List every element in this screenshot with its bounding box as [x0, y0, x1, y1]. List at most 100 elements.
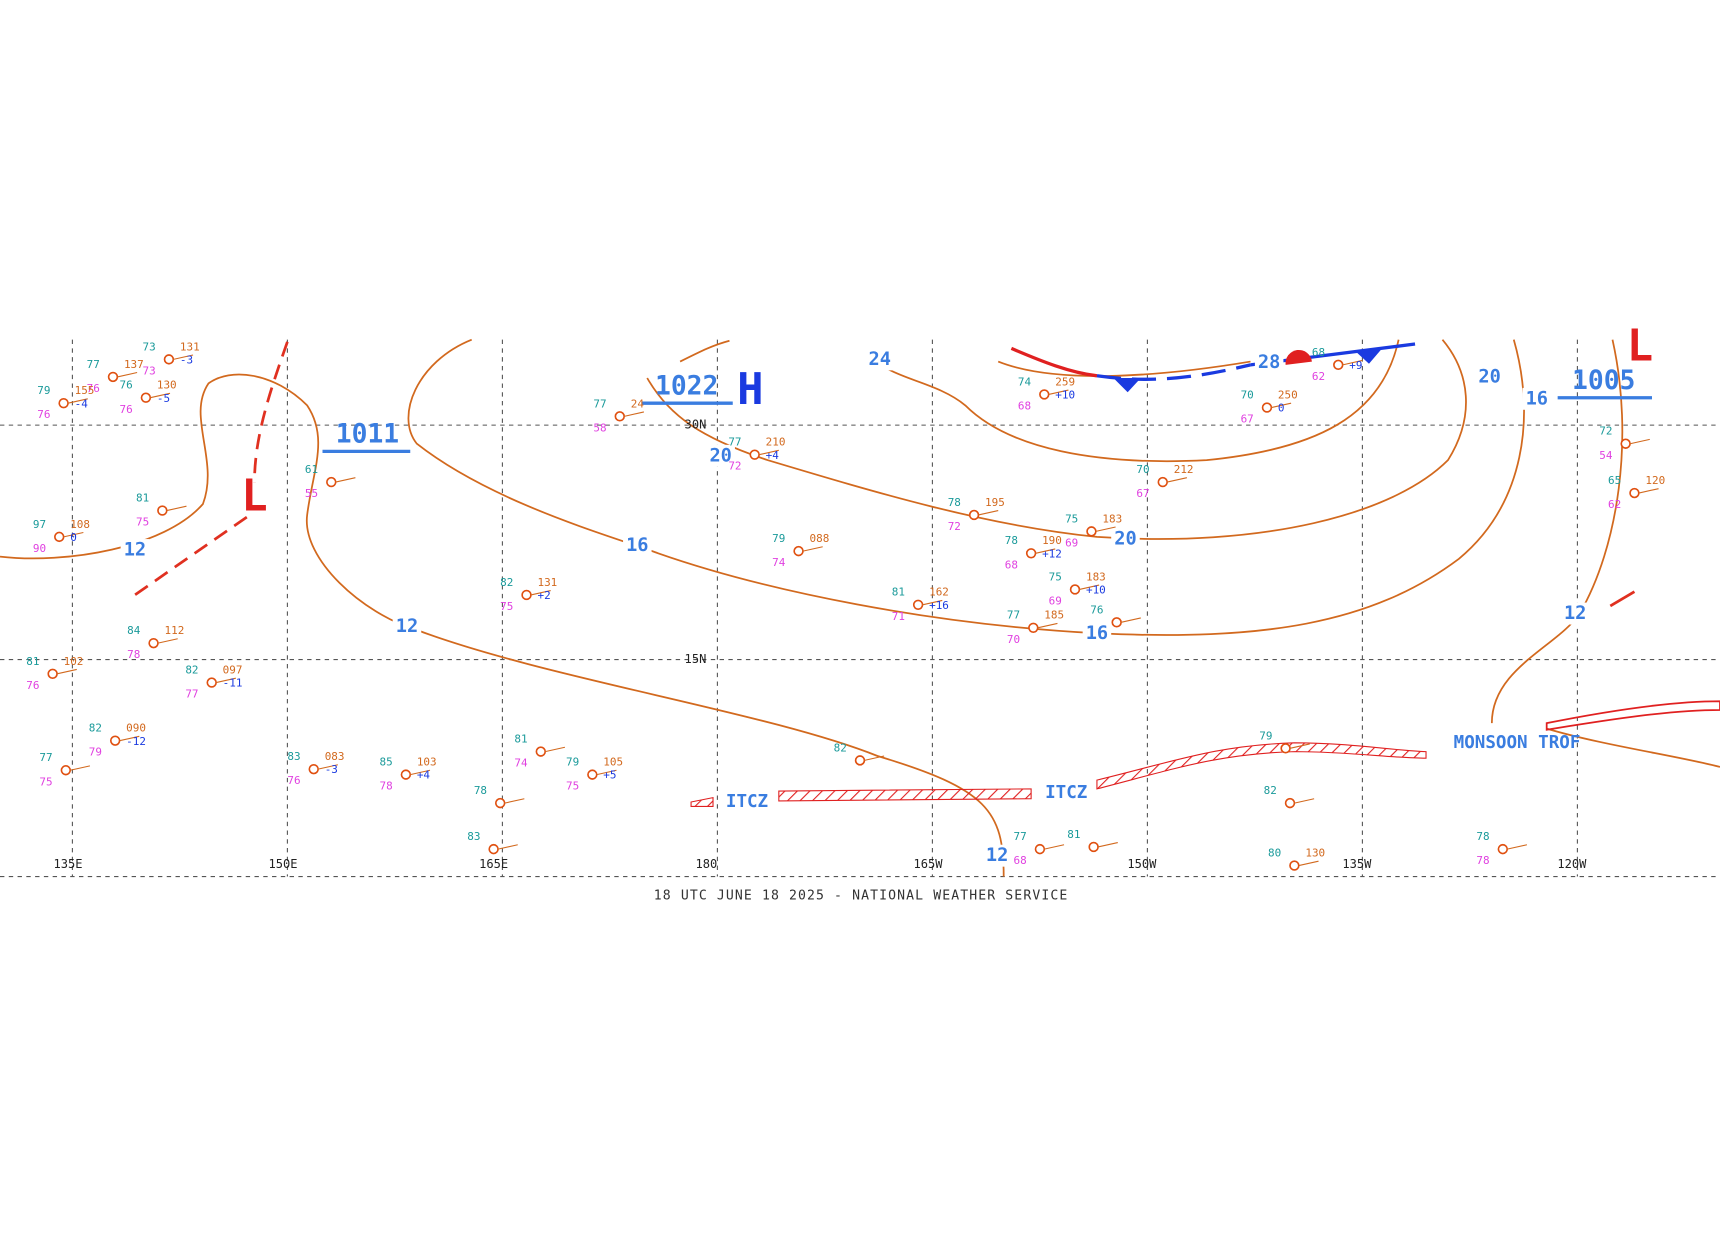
lon-label: 165W — [913, 857, 943, 871]
wind-barb — [67, 398, 88, 404]
station-d: 62 — [1312, 370, 1325, 383]
station-p: 130 — [1305, 847, 1325, 860]
station-tend: 0 — [1278, 402, 1285, 415]
wind-barb — [1120, 617, 1141, 623]
wind-barb — [119, 735, 140, 742]
station-symbol — [54, 531, 65, 543]
station-symbol — [308, 763, 319, 775]
station-d: 68 — [1018, 399, 1031, 412]
wind-barb — [624, 411, 645, 417]
station-p: 183 — [1102, 512, 1122, 525]
wind-barb — [504, 798, 525, 804]
station-t: 82 — [185, 664, 198, 677]
feature-label: ITCZ — [1045, 783, 1087, 803]
station-symbol — [494, 797, 506, 809]
wind-barb — [1079, 584, 1100, 590]
pressure-value: 1022 — [655, 371, 718, 401]
station-symbol — [1034, 843, 1046, 855]
station-t: 79 — [772, 532, 785, 545]
pressure-value: 1005 — [1572, 366, 1635, 396]
station-t: 82 — [1264, 784, 1277, 797]
station-symbol — [58, 397, 69, 409]
station-d: 62 — [1608, 498, 1621, 511]
convergence-zones — [690, 700, 1720, 807]
label-bg — [1560, 602, 1590, 625]
station-p: 105 — [603, 756, 623, 769]
label-bg — [982, 844, 1012, 867]
station-d: 76 — [87, 382, 100, 395]
station-t: 77 — [1014, 830, 1027, 843]
station-t: 85 — [379, 756, 392, 769]
station-symbol — [614, 411, 625, 422]
isobar-label: 28 — [1258, 352, 1280, 373]
station-symbol — [1157, 476, 1168, 488]
station-t: 80 — [1268, 847, 1281, 860]
feature-label: MONSOON TROF — [1454, 733, 1581, 753]
footer: 18 UTC JUNE 18 2025 - NATIONAL WEATHER S… — [654, 889, 1069, 904]
lon-label: 165E — [479, 857, 508, 871]
wind-barb — [1342, 359, 1363, 366]
station-symbol — [109, 735, 121, 746]
station-d: 68 — [1014, 854, 1027, 867]
station-d: 74 — [772, 556, 786, 569]
station-p: 210 — [766, 436, 786, 449]
station-symbol — [1039, 389, 1050, 400]
station-d: 75 — [136, 516, 149, 529]
station-d: 76 — [26, 679, 39, 692]
station-p: 24 — [631, 397, 645, 410]
station-p: 137 — [124, 358, 144, 371]
station-t: 77 — [1007, 609, 1020, 622]
label-bg — [392, 615, 422, 638]
station-d: 75 — [500, 600, 513, 613]
station-t: 65 — [1608, 474, 1621, 487]
station-t: 70 — [1136, 463, 1149, 476]
station-symbol — [400, 769, 412, 780]
station-tend: +16 — [929, 599, 949, 612]
station-p: 162 — [929, 586, 949, 599]
lon-label: 135E — [53, 857, 82, 871]
station-tend: +5 — [603, 769, 616, 782]
station-p: 102 — [64, 655, 84, 668]
pressure-symbol: H — [737, 364, 763, 415]
station-t: 72 — [1599, 425, 1612, 438]
wind-barb — [802, 546, 823, 552]
station-tend: +9 — [1349, 359, 1362, 372]
label-bg — [865, 348, 895, 371]
station-symbol — [912, 599, 924, 611]
station-p: 088 — [810, 532, 830, 545]
station-symbol — [535, 746, 547, 757]
isobar-label: 20 — [1478, 366, 1500, 387]
lon-label: 150W — [1127, 857, 1157, 871]
station-d: 69 — [1065, 536, 1078, 549]
station-symbol — [1025, 548, 1037, 559]
station-symbol — [157, 505, 168, 516]
station-symbol — [1497, 843, 1509, 855]
wind-barb — [1507, 844, 1528, 850]
station-d: 75 — [39, 775, 52, 788]
station-symbol — [1333, 359, 1344, 371]
station-p: 130 — [157, 379, 177, 392]
station-t: 68 — [1312, 346, 1325, 359]
station-d: 75 — [566, 780, 579, 793]
station-t: 78 — [474, 784, 487, 797]
station-t: 77 — [87, 358, 100, 371]
station-p: 190 — [1042, 534, 1062, 547]
station-t: 76 — [1090, 603, 1103, 616]
station-t: 79 — [1259, 729, 1272, 742]
station-p: 212 — [1174, 463, 1194, 476]
station-symbol — [1111, 617, 1122, 628]
wind-barb — [157, 638, 178, 644]
label-bg — [120, 539, 150, 561]
station-symbol — [1620, 438, 1631, 449]
station-d: 72 — [948, 520, 961, 533]
station-tend: -3 — [325, 763, 338, 776]
station-symbol — [793, 545, 804, 557]
station-t: 83 — [287, 750, 300, 763]
label-bg — [706, 444, 735, 467]
station-tend: -3 — [180, 353, 193, 366]
station-symbol — [521, 589, 532, 601]
station-t: 82 — [500, 576, 513, 589]
station-d: 90 — [33, 542, 46, 555]
wind-barb — [758, 449, 779, 456]
wind-barb — [1271, 402, 1292, 409]
